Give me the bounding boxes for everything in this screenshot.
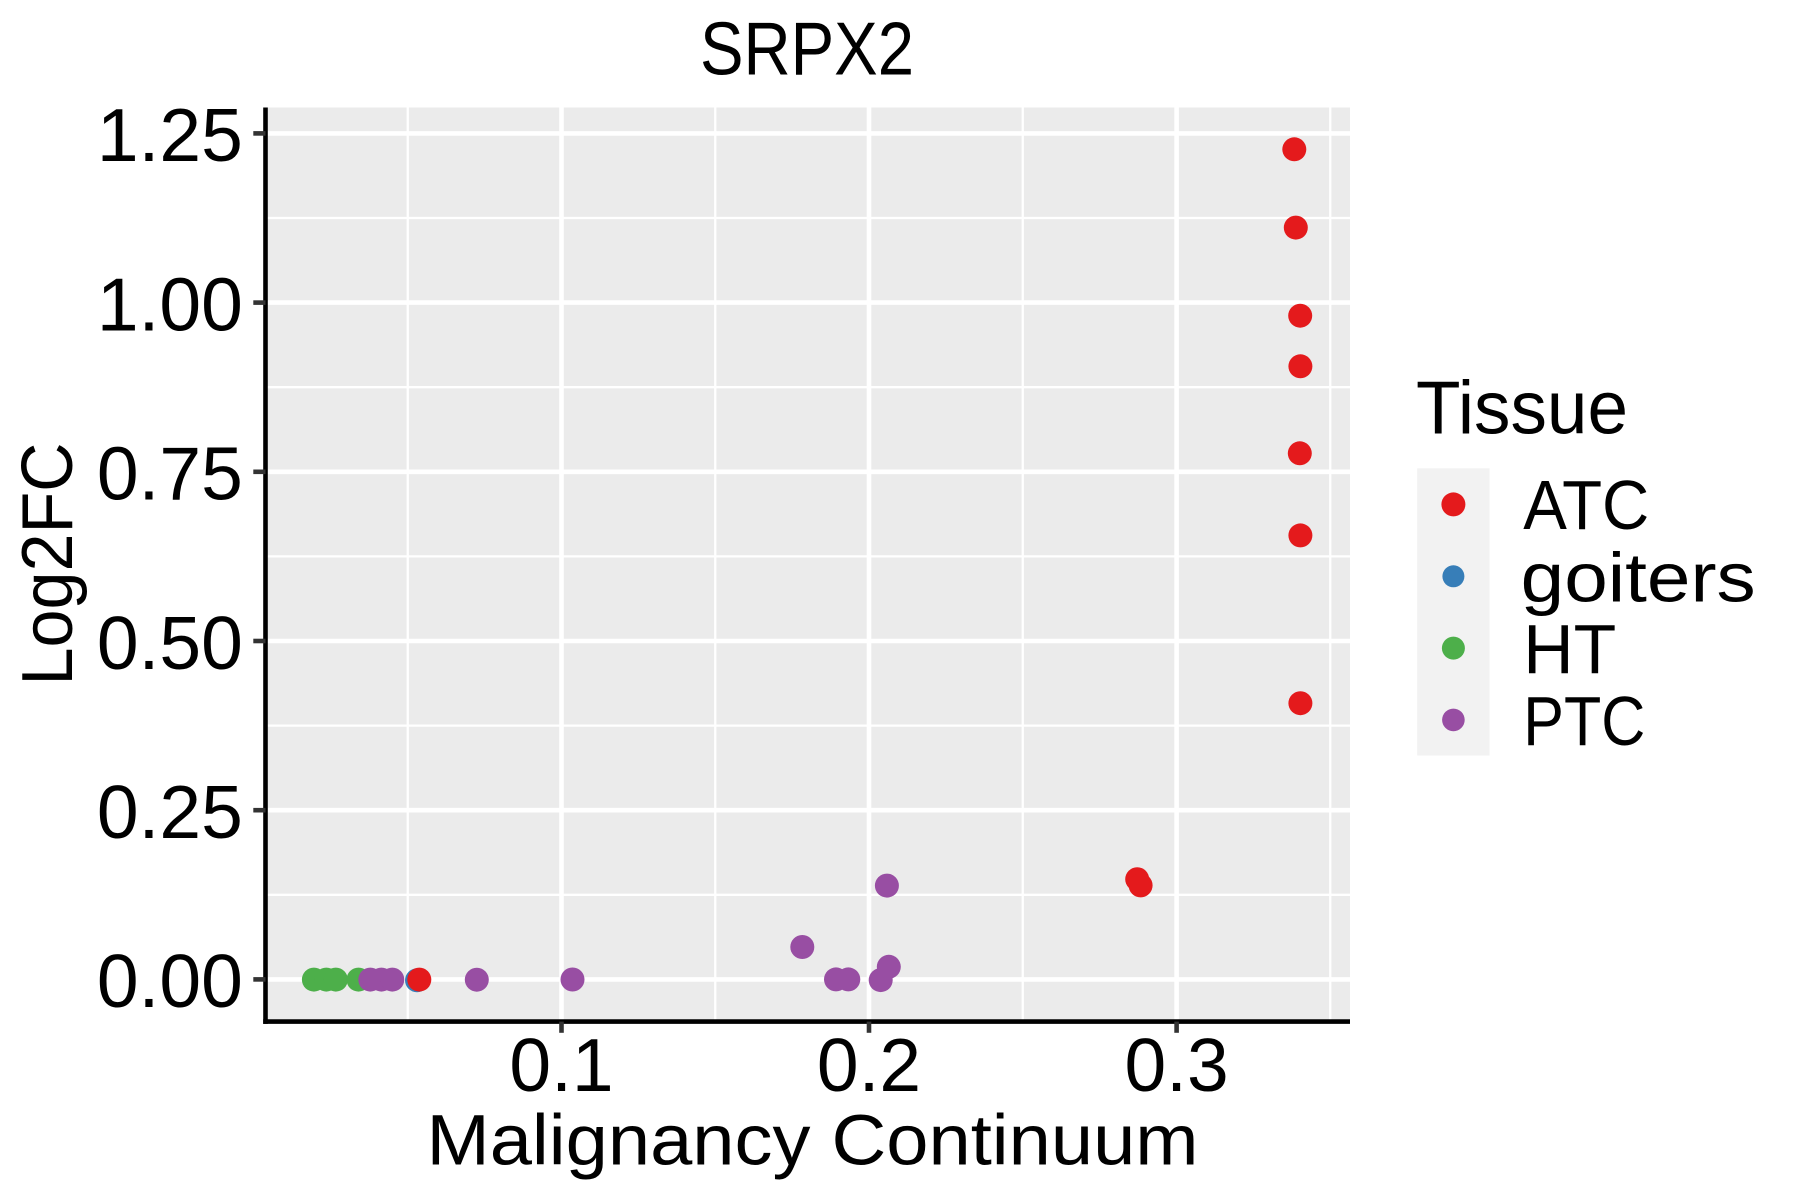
svg-text:1.00: 1.00 bbox=[97, 262, 243, 346]
svg-text:ATC: ATC bbox=[1523, 466, 1649, 544]
svg-text:Tissue: Tissue bbox=[1416, 365, 1628, 449]
svg-text:goiters: goiters bbox=[1521, 538, 1756, 616]
svg-text:0.25: 0.25 bbox=[97, 770, 243, 854]
svg-text:0.1: 0.1 bbox=[509, 1023, 613, 1107]
svg-text:PTC: PTC bbox=[1523, 682, 1645, 760]
svg-text:0.50: 0.50 bbox=[97, 601, 243, 685]
svg-text:0.3: 0.3 bbox=[1124, 1023, 1228, 1107]
svg-text:Malignancy Continuum: Malignancy Continuum bbox=[427, 1101, 1199, 1180]
svg-text:HT: HT bbox=[1523, 610, 1616, 688]
svg-text:SRPX2: SRPX2 bbox=[700, 7, 914, 91]
svg-text:Log2FC: Log2FC bbox=[8, 443, 88, 686]
svg-text:0.00: 0.00 bbox=[97, 939, 243, 1023]
svg-text:0.75: 0.75 bbox=[97, 432, 243, 516]
svg-text:0.2: 0.2 bbox=[817, 1023, 921, 1107]
svg-text:1.25: 1.25 bbox=[97, 93, 243, 177]
